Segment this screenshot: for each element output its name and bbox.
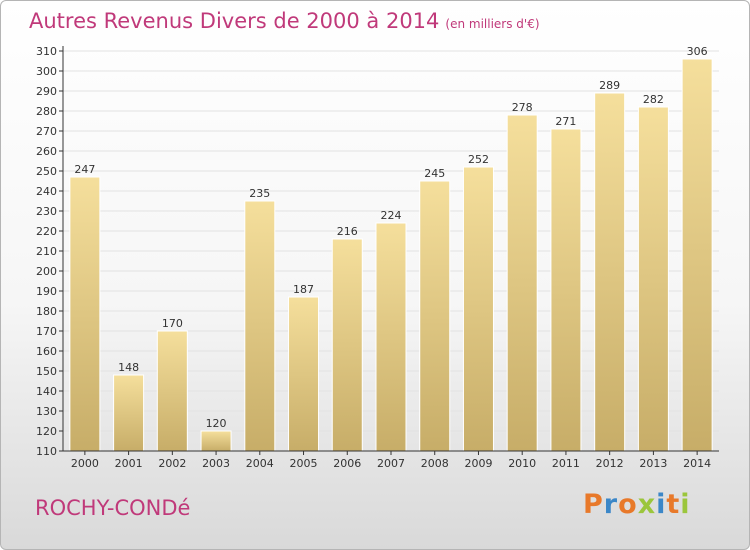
bar-value-label: 187 [293,283,314,296]
bar-value-label: 120 [206,417,227,430]
bar [200,430,232,452]
logo-letter: r [603,489,619,520]
y-tick-label: 190 [36,285,57,298]
y-tick-label: 300 [36,65,57,78]
bar [244,200,276,452]
bar-value-label: 148 [118,361,139,374]
bar [506,114,538,452]
x-tick-label: 2004 [246,457,274,470]
bar [288,296,320,452]
town-name: ROCHY-CONDé [35,496,191,520]
y-tick-label: 130 [36,405,57,418]
y-tick-label: 270 [36,125,57,138]
bar [331,238,363,452]
chart-title-text: Autres Revenus Divers de 2000 à 2014 [29,9,440,33]
logo-letter: t [666,489,681,520]
proxiti-logo: Proxiti [583,489,691,520]
bar-value-label: 289 [599,79,620,92]
chart-title: Autres Revenus Divers de 2000 à 2014 (en … [29,9,540,33]
x-tick-label: 2006 [333,457,361,470]
y-tick-label: 260 [36,145,57,158]
y-tick-label: 110 [36,445,57,458]
x-tick-label: 2003 [202,457,230,470]
y-tick-label: 280 [36,105,57,118]
bar-value-label: 306 [687,45,708,58]
bar-value-label: 216 [337,225,358,238]
bar [594,92,626,452]
y-tick-label: 210 [36,245,57,258]
bar-value-label: 282 [643,93,664,106]
bar-value-label: 245 [424,167,445,180]
bar-value-label: 252 [468,153,489,166]
y-tick-label: 150 [36,365,57,378]
bar-value-label: 271 [555,115,576,128]
bar [462,166,494,452]
y-tick-label: 200 [36,265,57,278]
y-tick-label: 170 [36,325,57,338]
y-tick-label: 230 [36,205,57,218]
bar [419,180,451,452]
y-tick-label: 250 [36,165,57,178]
logo-letter: i [680,489,691,520]
x-tick-label: 2001 [115,457,143,470]
y-tick-label: 160 [36,345,57,358]
chart-title-unit: (en milliers d'€) [445,17,540,31]
x-tick-label: 2014 [683,457,711,470]
bar-value-label: 278 [512,101,533,114]
y-tick-label: 290 [36,85,57,98]
y-tick-label: 140 [36,385,57,398]
bar [681,58,713,452]
bar [550,128,582,452]
bar [375,222,407,452]
bar [113,374,145,452]
bar-value-label: 235 [249,187,270,200]
bar-value-label: 170 [162,317,183,330]
bar-value-label: 224 [381,209,402,222]
x-tick-label: 2012 [596,457,624,470]
y-tick-label: 180 [36,305,57,318]
logo-letter: x [637,489,657,520]
bar [69,176,101,452]
y-tick-label: 220 [36,225,57,238]
logo-letter: i [656,489,667,520]
bar [637,106,669,452]
logo-letter: P [583,489,604,520]
x-tick-label: 2007 [377,457,405,470]
x-tick-label: 2000 [71,457,99,470]
x-tick-label: 2005 [290,457,318,470]
bar-value-label: 247 [74,163,95,176]
y-tick-label: 240 [36,185,57,198]
bar [156,330,188,452]
x-tick-label: 2002 [158,457,186,470]
x-tick-label: 2009 [464,457,492,470]
x-tick-label: 2010 [508,457,536,470]
y-tick-label: 120 [36,425,57,438]
x-tick-label: 2008 [421,457,449,470]
y-tick-label: 310 [36,45,57,58]
x-tick-label: 2013 [639,457,667,470]
logo-letter: o [618,489,638,520]
x-tick-label: 2011 [552,457,580,470]
